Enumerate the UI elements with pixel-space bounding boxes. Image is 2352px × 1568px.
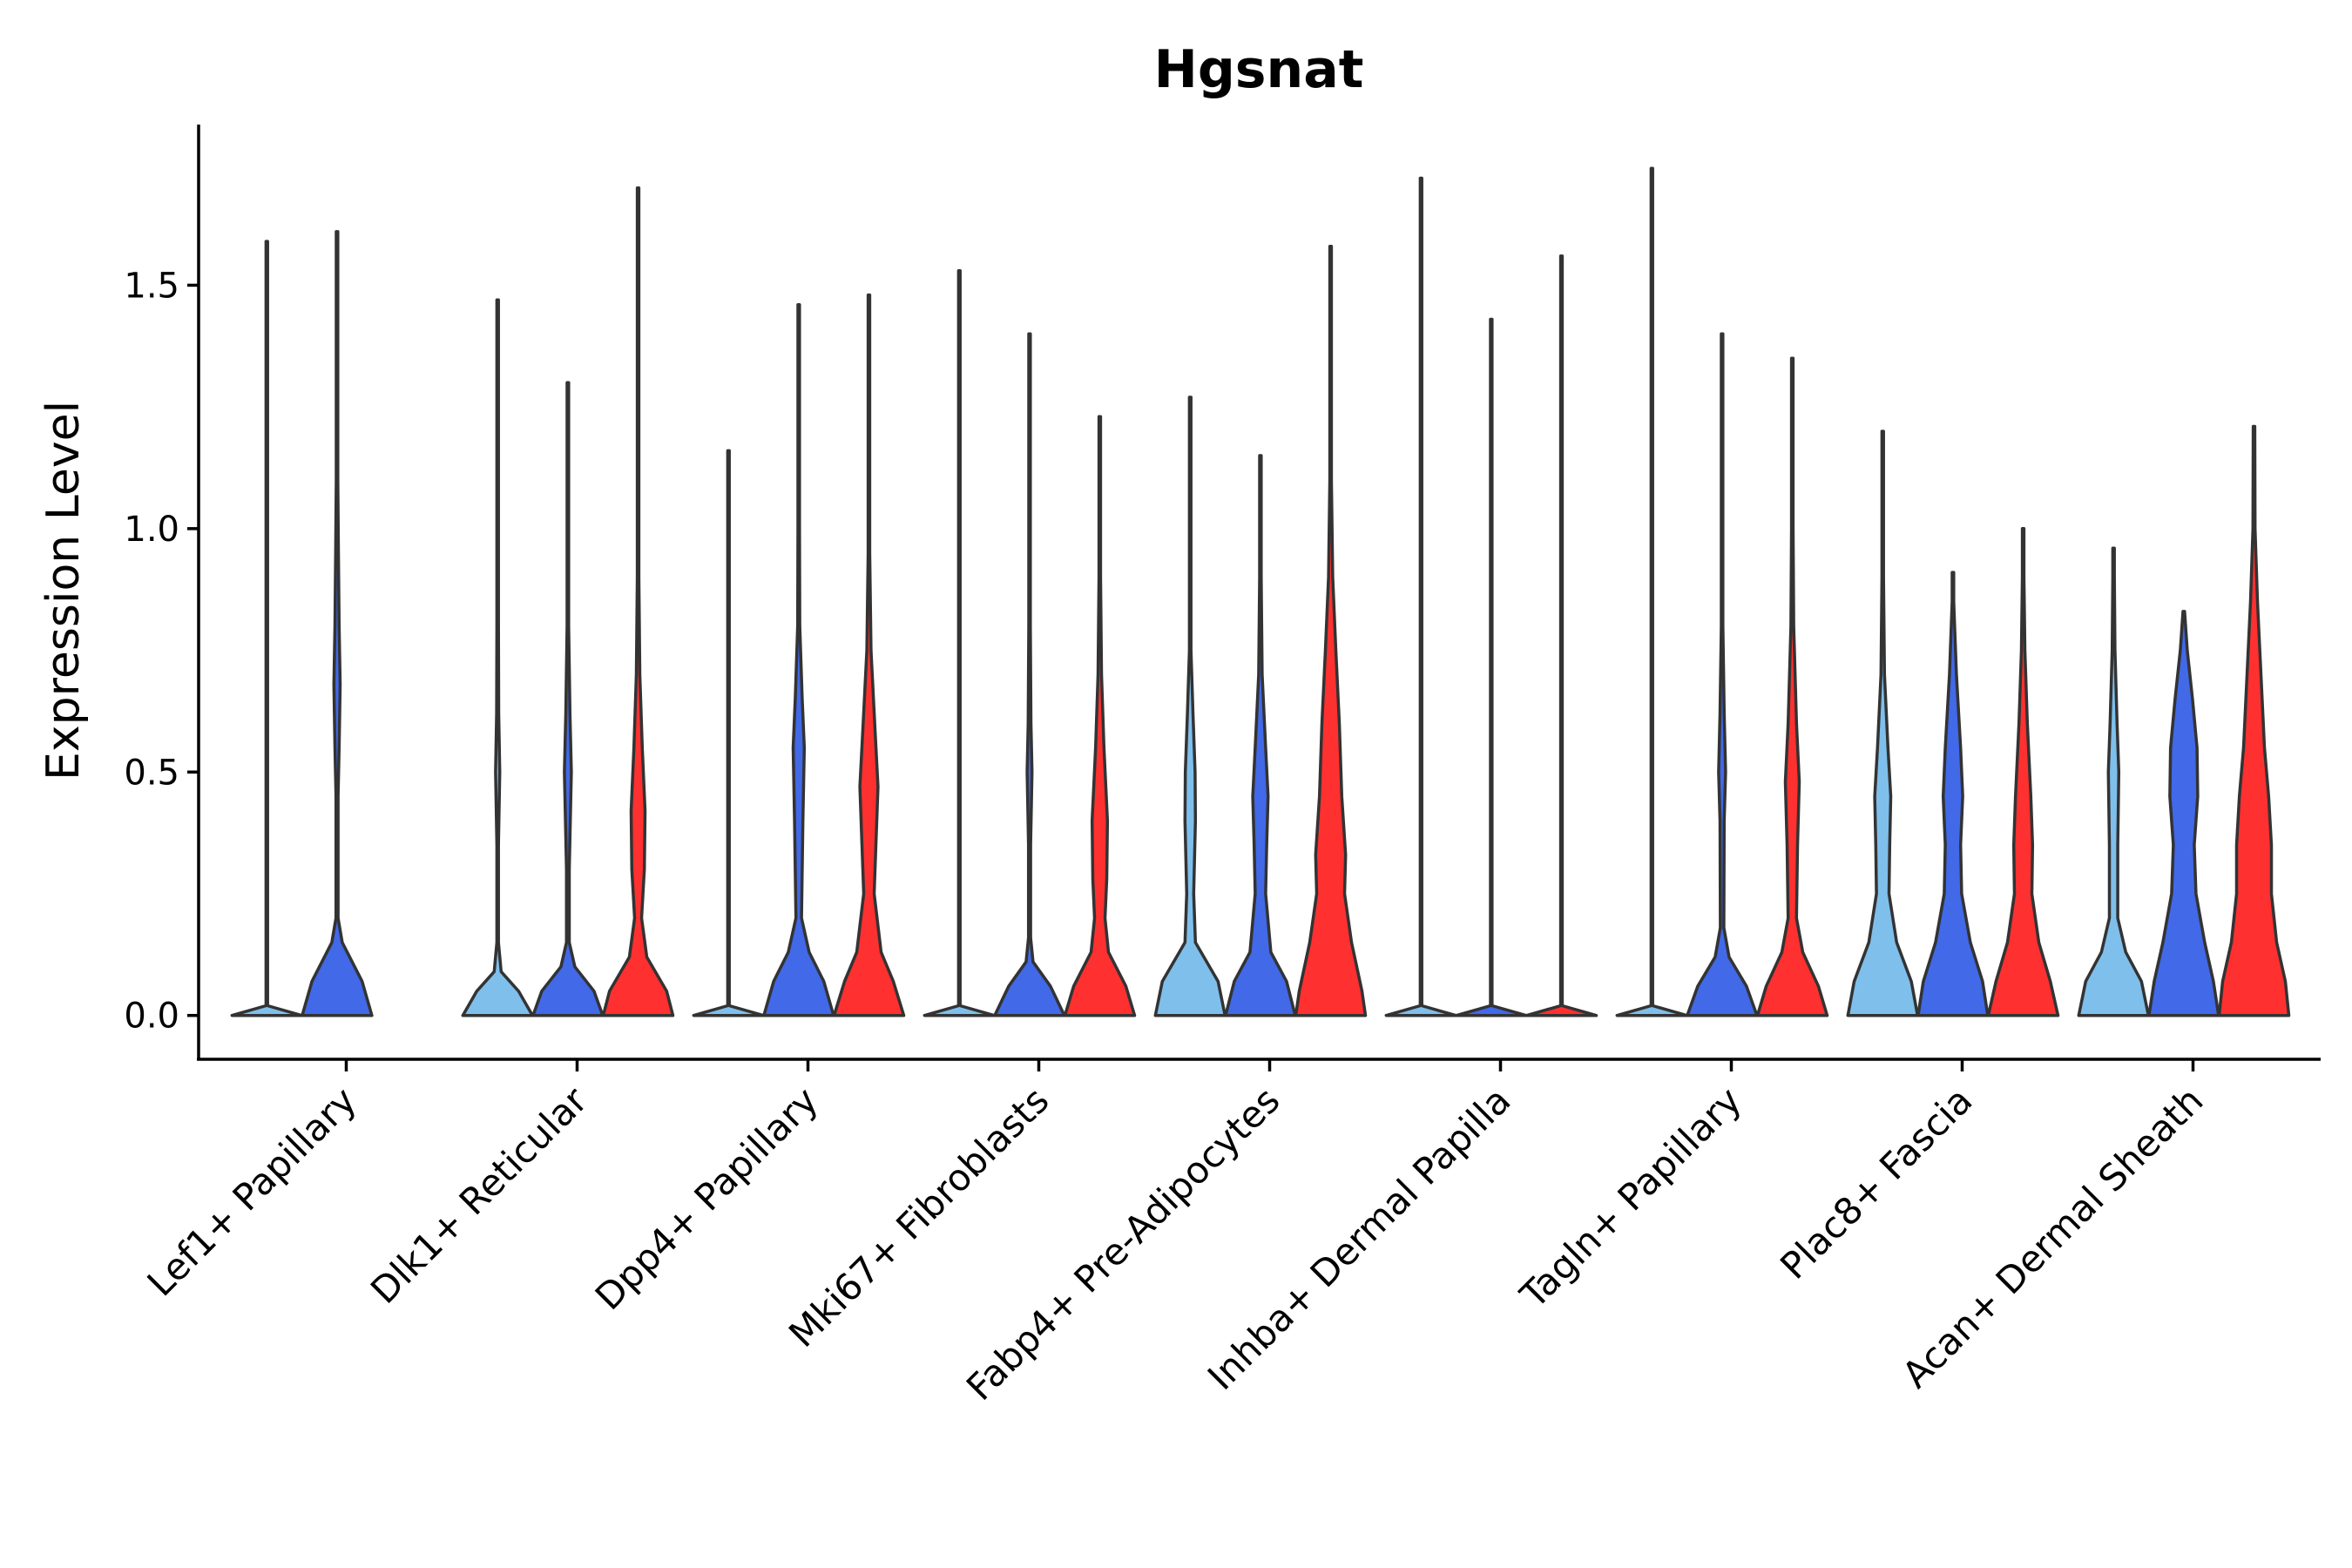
violin-group-1 <box>2077 546 2151 1017</box>
y-tick-label: 0.5 <box>124 753 179 793</box>
y-axis-label: Expression Level <box>37 401 90 781</box>
violin-group-3 <box>1294 244 1368 1017</box>
violin-group-3 <box>2217 424 2291 1017</box>
violin-group-1 <box>692 449 766 1017</box>
violin-group-3 <box>1524 254 1598 1017</box>
violin-group-2 <box>1224 454 1297 1017</box>
violin-group-3 <box>832 293 906 1017</box>
violin-group-2 <box>301 230 374 1017</box>
violin-group-2 <box>2147 610 2220 1017</box>
violin-group-2 <box>1916 571 1990 1017</box>
y-ticks: 0.0 0.5 1.0 1.5 <box>124 266 199 1037</box>
x-tick-label: Plac8+ Fascia <box>1772 1078 1980 1287</box>
violin-group-2 <box>762 303 835 1017</box>
y-tick-label: 0.0 <box>124 997 179 1037</box>
violin-group-3 <box>1063 415 1137 1017</box>
y-tick-label: 1.5 <box>124 266 179 306</box>
violin-group-1 <box>230 240 304 1017</box>
chart-title: Hgsnat <box>1154 39 1364 100</box>
violin-group-3 <box>601 186 675 1017</box>
violin-group-3 <box>1755 356 1829 1017</box>
x-tick-label: Mki67+ Fibroblasts <box>781 1078 1057 1355</box>
x-tick-label: Dpp4+ Papillary <box>587 1078 827 1318</box>
violin-group-1 <box>923 268 997 1017</box>
violins-layer <box>230 166 2291 1017</box>
violin-group-1 <box>1153 395 1227 1017</box>
violin-group-2 <box>1455 317 1528 1017</box>
x-tick-label: Dlk1+ Reticular <box>362 1078 596 1312</box>
violin-group-1 <box>1615 166 1689 1017</box>
violin-group-3 <box>1986 527 2060 1017</box>
violin-group-1 <box>1384 176 1458 1017</box>
violin-group-2 <box>993 332 1066 1017</box>
y-tick-label: 1.0 <box>124 510 179 550</box>
violin-group-1 <box>461 298 535 1017</box>
violin-group-1 <box>1846 429 1920 1017</box>
x-tick-label: Tagln+ Papillary <box>1511 1078 1749 1316</box>
violin-group-2 <box>531 381 605 1017</box>
x-tick-label: Lef1+ Papillary <box>139 1078 365 1304</box>
violin-group-2 <box>1686 332 1759 1017</box>
